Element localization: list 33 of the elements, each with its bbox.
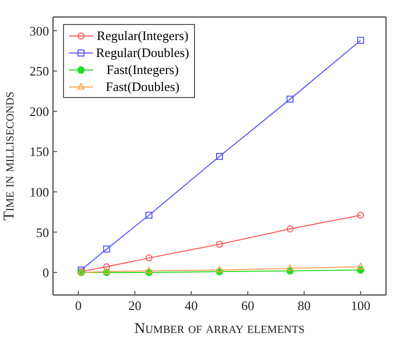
x-tick-label: 60 xyxy=(241,298,254,314)
legend-label: Fast(Doubles) xyxy=(104,78,180,94)
point xyxy=(145,254,152,262)
x-tick-label: 20 xyxy=(128,298,142,314)
point xyxy=(216,240,223,248)
y-tick-label: 50 xyxy=(36,224,49,240)
x-tick-label: 80 xyxy=(298,298,311,314)
y-tick-label: 300 xyxy=(30,23,49,38)
x-tick-label: 40 xyxy=(184,298,198,314)
point xyxy=(145,266,152,274)
point xyxy=(357,36,364,44)
point xyxy=(357,212,364,219)
y-tick-label: 100 xyxy=(30,184,49,200)
y-tick-label: 250 xyxy=(30,64,49,79)
point xyxy=(286,96,294,103)
y-axis-title: Time in milliseconds xyxy=(1,91,18,221)
point xyxy=(103,246,110,253)
legend-label: Regular(Doubles) xyxy=(96,44,190,60)
point xyxy=(145,212,152,219)
legend-label: Fast(Integers) xyxy=(105,62,180,78)
point xyxy=(286,225,294,232)
x-tick-label: 0 xyxy=(75,298,82,314)
x-axis-title: Number of array elements xyxy=(134,321,305,337)
legend-label: Regular(Integers) xyxy=(96,28,190,44)
x-tick-label: 100 xyxy=(350,298,370,314)
y-tick-label: 150 xyxy=(30,144,49,160)
point xyxy=(357,262,364,270)
point xyxy=(216,266,223,273)
point xyxy=(103,263,110,270)
point xyxy=(286,264,294,271)
y-tick-label: 0 xyxy=(42,265,49,280)
point xyxy=(216,152,223,160)
y-tick-label: 200 xyxy=(30,104,49,119)
